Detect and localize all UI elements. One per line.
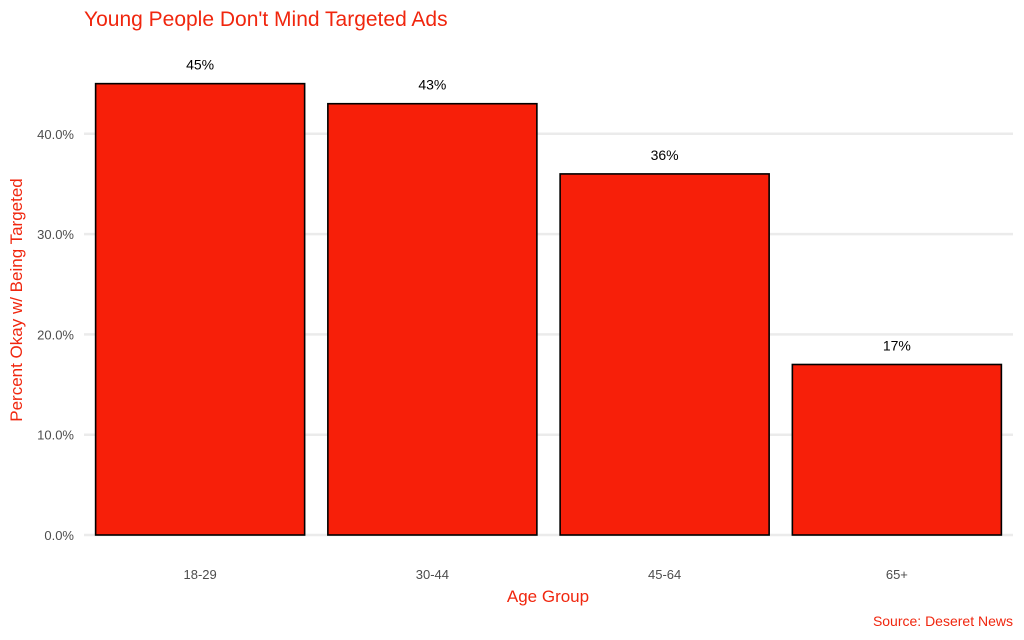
data-label-18-29: 45% [186, 57, 214, 73]
y-axis-ticks: 0.0% 10.0% 20.0% 30.0% 40.0% [37, 127, 74, 543]
x-tick-label: 18-29 [184, 567, 217, 582]
bars [94, 82, 1003, 536]
bar-65+ [791, 363, 1003, 536]
x-tick-label: 65+ [886, 567, 908, 582]
y-tick-label: 20.0% [37, 327, 74, 342]
bar-45-64 [559, 173, 770, 536]
x-tick-label: 30-44 [416, 567, 449, 582]
y-axis-title: Percent Okay w/ Being Targeted [7, 178, 26, 422]
chart-title: Young People Don't Mind Targeted Ads [84, 8, 448, 31]
data-label-30-44: 43% [418, 77, 446, 93]
x-axis-title: Age Group [507, 587, 589, 606]
y-tick-label: 30.0% [37, 227, 74, 242]
bar-30-44 [327, 102, 538, 536]
y-tick-label: 40.0% [37, 127, 74, 142]
data-label-65+: 17% [883, 337, 911, 353]
bar-data-labels: 45% 43% 36% 17% [186, 57, 911, 354]
x-tick-label: 45-64 [648, 567, 681, 582]
data-label-45-64: 36% [651, 147, 679, 163]
x-axis-ticks: 18-29 30-44 45-64 65+ [184, 567, 908, 582]
source-note: Source: Deseret News [873, 613, 1013, 629]
y-tick-label: 10.0% [37, 428, 74, 443]
y-tick-label: 0.0% [44, 528, 74, 543]
bar-18-29 [94, 82, 306, 536]
